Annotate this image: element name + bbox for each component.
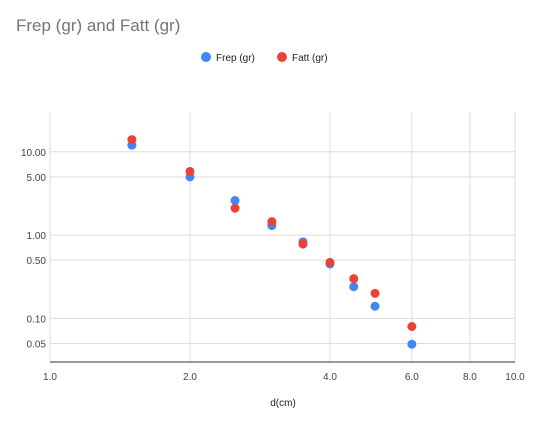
point-fatt xyxy=(298,239,308,249)
point-frep xyxy=(230,196,240,206)
legend: Frep (gr) Fatt (gr) xyxy=(201,52,328,64)
y-tick-label: 5.00 xyxy=(27,173,47,184)
y-tick-label: 0.50 xyxy=(27,256,47,267)
legend-label-frep: Frep (gr) xyxy=(216,53,255,64)
data-points xyxy=(127,135,417,349)
x-axis-tick-labels: 1.0 2.0 4.0 6.0 8.0 10.0 xyxy=(43,372,525,383)
y-tick-label: 0.10 xyxy=(27,314,47,325)
point-fatt xyxy=(370,288,380,298)
x-axis-label: d(cm) xyxy=(270,398,296,409)
x-tick-label: 2.0 xyxy=(183,372,197,383)
y-axis-tick-labels: 10.00 5.00 1.00 0.50 0.10 0.05 xyxy=(21,148,46,351)
point-fatt xyxy=(407,322,417,332)
grid-lines xyxy=(49,112,516,362)
x-tick-label: 6.0 xyxy=(405,372,419,383)
point-fatt xyxy=(267,217,277,227)
point-fatt xyxy=(127,135,137,145)
legend-label-fatt: Fatt (gr) xyxy=(292,53,328,64)
point-frep xyxy=(407,339,417,349)
y-tick-label: 0.05 xyxy=(27,340,47,351)
point-frep xyxy=(370,301,380,311)
legend-marker-fatt xyxy=(277,52,287,62)
point-frep xyxy=(349,282,359,292)
y-tick-label: 1.00 xyxy=(27,231,47,242)
chart-title: Frep (gr) and Fatt (gr) xyxy=(16,16,180,35)
y-tick-label: 10.00 xyxy=(21,148,46,159)
x-tick-label: 8.0 xyxy=(463,372,477,383)
point-fatt xyxy=(230,203,240,213)
x-tick-label: 4.0 xyxy=(323,372,337,383)
point-fatt xyxy=(185,166,195,176)
point-fatt xyxy=(325,257,335,267)
legend-marker-frep xyxy=(201,52,211,62)
x-tick-label: 1.0 xyxy=(43,372,57,383)
point-fatt xyxy=(349,274,359,284)
x-tick-label: 10.0 xyxy=(505,372,525,383)
